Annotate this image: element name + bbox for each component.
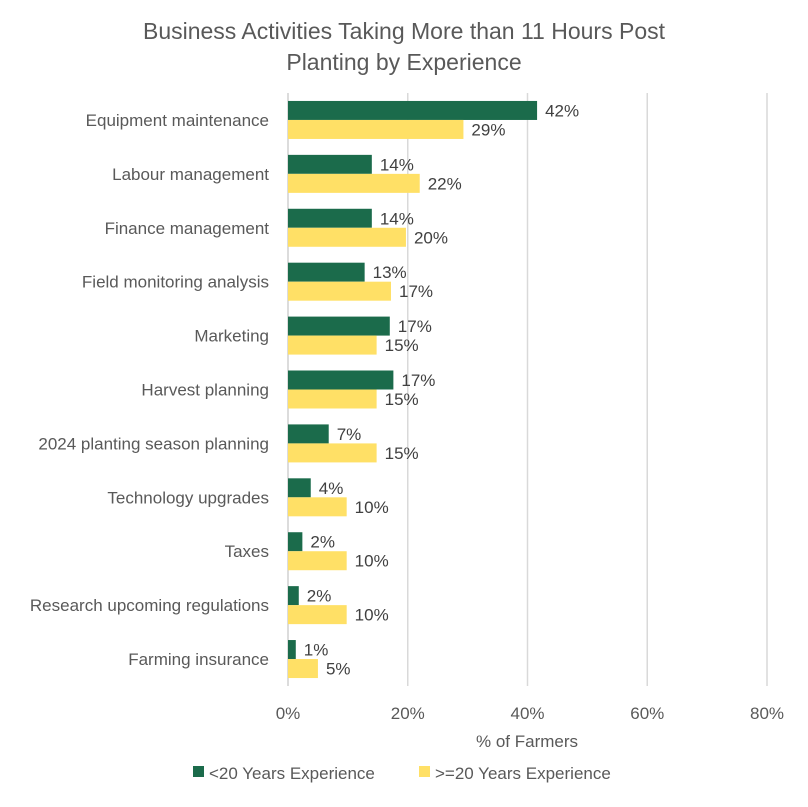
category-label: Equipment maintenance xyxy=(86,111,269,130)
x-tick-label: 20% xyxy=(391,704,425,723)
data-label: 42% xyxy=(545,101,579,120)
bar-under-20 xyxy=(288,100,538,120)
category-label: Technology upgrades xyxy=(107,488,269,507)
data-label: 17% xyxy=(398,317,432,336)
bar-under-20 xyxy=(288,424,329,444)
bar-20-plus xyxy=(288,497,347,517)
legend-label-20-plus: >=20 Years Experience xyxy=(435,764,611,783)
bar-20-plus xyxy=(288,173,420,193)
x-tick-labels: 0% 20% 40% 60% 80% xyxy=(276,704,784,723)
legend: <20 Years Experience >=20 Years Experien… xyxy=(193,764,611,783)
category-label: Finance management xyxy=(105,219,270,238)
category-label: 2024 planting season planning xyxy=(38,434,269,453)
category-label: Harvest planning xyxy=(141,381,269,400)
category-labels: Equipment maintenance Labour management Fi… xyxy=(30,111,269,669)
bar-20-plus xyxy=(288,119,464,139)
legend-label-under-20: <20 Years Experience xyxy=(209,764,375,783)
category-label: Research upcoming regulations xyxy=(30,596,269,615)
bar-20-plus xyxy=(288,659,318,679)
x-tick-label: 80% xyxy=(750,704,784,723)
chart-title-line-1: Business Activities Taking More than 11 … xyxy=(142,18,665,44)
bar-under-20 xyxy=(288,370,394,390)
bar-20-plus xyxy=(288,551,347,571)
data-label: 20% xyxy=(414,228,448,247)
data-label: 15% xyxy=(385,336,419,355)
bar-under-20 xyxy=(288,208,372,228)
data-label: 10% xyxy=(355,552,389,571)
category-label: Labour management xyxy=(112,165,269,184)
data-labels: 42%29%14%22%14%20%13%17%17%15%17%15%7%15… xyxy=(304,101,579,678)
x-axis-label: % of Farmers xyxy=(476,732,578,751)
x-tick-label: 0% xyxy=(276,704,301,723)
data-label: 15% xyxy=(385,444,419,463)
data-label: 14% xyxy=(380,155,414,174)
data-label: 2% xyxy=(307,587,332,606)
category-label: Marketing xyxy=(194,327,269,346)
data-label: 15% xyxy=(385,390,419,409)
data-label: 10% xyxy=(355,606,389,625)
data-label: 5% xyxy=(326,660,351,679)
data-label: 17% xyxy=(401,371,435,390)
bars xyxy=(288,100,538,679)
bar-under-20 xyxy=(288,154,372,174)
x-tick-label: 60% xyxy=(630,704,664,723)
bar-20-plus xyxy=(288,605,347,625)
bar-20-plus xyxy=(288,389,377,409)
data-label: 17% xyxy=(399,282,433,301)
data-label: 2% xyxy=(310,533,335,552)
bar-20-plus xyxy=(288,227,406,247)
bar-under-20 xyxy=(288,478,311,498)
category-label: Taxes xyxy=(225,542,269,561)
bar-20-plus xyxy=(288,443,377,463)
data-label: 4% xyxy=(319,479,344,498)
bar-20-plus xyxy=(288,281,391,301)
chart-title-line-2: Planting by Experience xyxy=(286,49,522,75)
data-label: 7% xyxy=(337,425,362,444)
bar-under-20 xyxy=(288,532,303,552)
x-tick-label: 40% xyxy=(510,704,544,723)
legend-swatch-under-20 xyxy=(193,766,204,777)
data-label: 14% xyxy=(380,209,414,228)
data-label: 22% xyxy=(428,174,462,193)
data-label: 13% xyxy=(373,263,407,282)
bar-under-20 xyxy=(288,586,299,606)
category-label: Farming insurance xyxy=(128,650,269,669)
bar-20-plus xyxy=(288,335,377,355)
category-label: Field monitoring analysis xyxy=(82,273,269,292)
data-label: 1% xyxy=(304,641,329,660)
legend-swatch-20-plus xyxy=(419,766,430,777)
bar-under-20 xyxy=(288,262,365,282)
data-label: 10% xyxy=(355,498,389,517)
bar-under-20 xyxy=(288,640,296,660)
data-label: 29% xyxy=(471,120,505,139)
bar-under-20 xyxy=(288,316,390,336)
